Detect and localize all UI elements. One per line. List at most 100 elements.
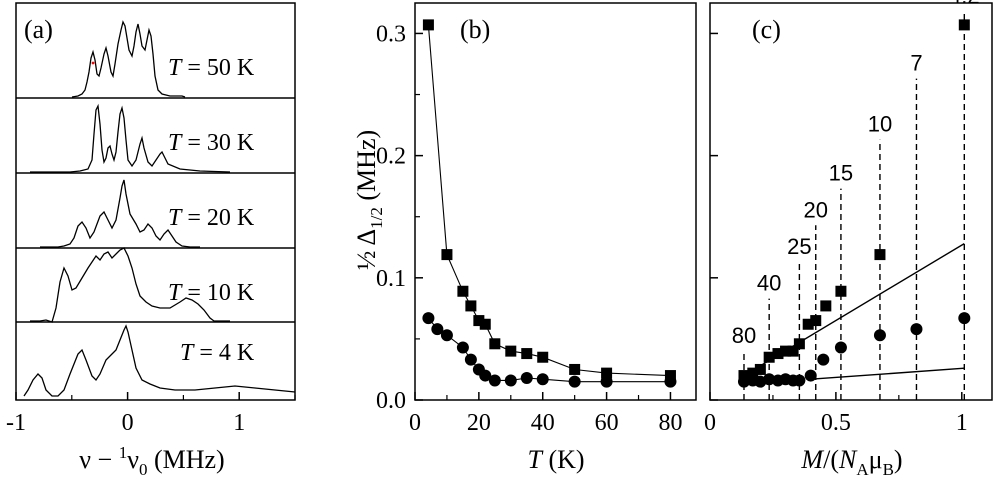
temp-label-30k: T = 30 K bbox=[168, 130, 255, 156]
panel-b-point-circles bbox=[520, 372, 533, 385]
panel-a-x-tick-label: -1 bbox=[6, 410, 26, 436]
panel-c-x-axis-title: M/(NAμB) bbox=[800, 445, 902, 479]
panel-c-point-squares bbox=[802, 318, 814, 330]
panel-b-point-circles bbox=[568, 375, 581, 388]
panel-b-point-circles bbox=[664, 375, 677, 388]
panel-c-point-squares bbox=[958, 19, 970, 31]
panel-c-point-circles bbox=[804, 369, 817, 382]
panel-c-temperature-label: 15 bbox=[829, 161, 853, 186]
panel-c-point-squares bbox=[754, 363, 766, 375]
panel-a-x-axis-title: ν − 1ν0 (MHz) bbox=[79, 443, 224, 479]
panel-b-point-squares bbox=[537, 351, 549, 363]
panel-c-point-squares bbox=[835, 285, 847, 297]
panel-b-point-circles bbox=[431, 323, 444, 336]
panel-b-point-squares bbox=[569, 363, 581, 375]
panel-c-point-circles bbox=[763, 373, 776, 386]
panel-c-temperature-label: 40 bbox=[757, 271, 781, 296]
panel-b-point-circles bbox=[479, 369, 492, 382]
panel-c-tag: (c) bbox=[752, 15, 781, 44]
panel-c-point-circles bbox=[873, 329, 886, 342]
panel-b-y-tick-label: 0.1 bbox=[376, 266, 406, 292]
panel-b-point-squares bbox=[479, 318, 491, 330]
panel-b-series-lines bbox=[427, 24, 671, 383]
panel-c-point-circles bbox=[834, 341, 847, 354]
panel-b-x-tick-label: 0 bbox=[409, 410, 421, 436]
panel-c-temperature-label: 7 bbox=[910, 51, 922, 76]
panel-c: (c) 00.51 80402520151074.2 M/(NAμB) bbox=[704, 0, 993, 479]
panel-b-point-squares bbox=[664, 370, 676, 382]
panel-b-x-tick-label: 40 bbox=[531, 410, 555, 436]
panel-c-point-squares bbox=[820, 300, 832, 312]
panel-b-y-axis-title: ½ Δ1/2 (MHz) bbox=[352, 130, 386, 270]
panel-a: (a) T = 50 K T = 30 K T = 20 K T = 10 K … bbox=[6, 2, 296, 479]
panel-b-point-squares bbox=[473, 315, 485, 327]
panel-c-point-circles bbox=[910, 323, 923, 336]
panel-c-point-squares bbox=[793, 338, 805, 350]
panel-c-axes: 0 0.5 1 bbox=[704, 32, 968, 436]
panel-a-x-axis: -1 0 1 bbox=[6, 392, 296, 436]
panel-b-line-squares bbox=[427, 24, 671, 377]
temp-label-50k: T = 50 K bbox=[168, 55, 255, 81]
panel-a-tag: (a) bbox=[24, 15, 53, 44]
panel-b-point-circles bbox=[456, 341, 469, 354]
panel-c-lower-fit bbox=[810, 367, 965, 380]
spectrum-20k bbox=[40, 179, 200, 248]
panel-c-point-squares bbox=[874, 249, 886, 261]
panel-b-point-circles bbox=[504, 374, 517, 387]
panel-b-x-tick-label: 20 bbox=[467, 410, 491, 436]
panel-b-tag: (b) bbox=[460, 15, 490, 44]
panel-c-frame bbox=[709, 2, 993, 401]
stray-red-dot bbox=[91, 61, 95, 65]
panel-c-point-squares bbox=[738, 370, 750, 382]
panel-c-point-squares bbox=[780, 345, 792, 357]
panel-b-data-marks bbox=[422, 19, 677, 388]
temp-label-20k: T = 20 K bbox=[168, 205, 255, 231]
panel-c-point-squares bbox=[772, 348, 784, 360]
panel-c-point-circles bbox=[737, 375, 750, 388]
panel-b-point-squares bbox=[422, 19, 434, 31]
spectrum-10k bbox=[30, 247, 230, 323]
panel-b-point-squares bbox=[441, 249, 453, 261]
panel-b-x-tick-label: 80 bbox=[658, 410, 682, 436]
panel-c-x-tick-label: 0 bbox=[704, 410, 716, 436]
temp-label-10k: T = 10 K bbox=[168, 280, 255, 306]
panel-c-temperature-label: 20 bbox=[804, 197, 828, 222]
panel-b-point-circles bbox=[440, 329, 453, 342]
panel-b-point-circles bbox=[600, 375, 613, 388]
panel-c-point-squares bbox=[810, 315, 822, 327]
panel-b-frame bbox=[414, 2, 697, 401]
panel-b-point-squares bbox=[521, 348, 533, 360]
panel-b-point-squares bbox=[489, 338, 501, 350]
panel-c-temperature-label: 10 bbox=[868, 112, 892, 137]
panel-c-point-circles bbox=[817, 353, 830, 366]
panel-b: (b) 0 20 40 60 80 0.0 0.1 0.2 0.3 ½ Δ1/2 (MHz) T… bbox=[352, 2, 697, 474]
panel-a-x-tick-label: 0 bbox=[122, 410, 134, 436]
panel-b-point-squares bbox=[457, 285, 469, 297]
panel-a-x-tick-label: 1 bbox=[233, 410, 245, 436]
panel-b-point-squares bbox=[601, 367, 613, 379]
panel-c-temperature-label: 25 bbox=[787, 234, 811, 259]
panel-b-point-circles bbox=[488, 374, 501, 387]
temp-label-4k: T = 4 K bbox=[180, 340, 255, 366]
panel-c-temperature-label: 4.2 bbox=[949, 0, 980, 8]
panel-b-point-squares bbox=[465, 300, 477, 312]
panel-c-point-circles bbox=[793, 374, 806, 387]
panel-a-frame bbox=[15, 2, 296, 401]
spectrum-30k bbox=[30, 103, 231, 173]
panel-c-x-tick-label: 1 bbox=[956, 410, 968, 436]
panel-c-point-circles bbox=[958, 312, 971, 325]
panel-b-y-tick-label: 0.0 bbox=[376, 388, 406, 414]
panel-c-data-marks bbox=[737, 19, 971, 388]
panel-c-x-tick-label: 0.5 bbox=[821, 410, 851, 436]
panel-b-point-circles bbox=[422, 312, 435, 325]
panel-b-y-tick-label: 0.3 bbox=[376, 21, 406, 47]
panel-b-point-squares bbox=[505, 345, 517, 357]
spectrum-50k bbox=[71, 20, 186, 98]
panel-b-y-tick-label: 0.2 bbox=[376, 144, 406, 170]
panel-c-point-squares bbox=[747, 367, 759, 379]
panel-c-point-squares bbox=[763, 351, 775, 363]
panel-b-point-circles bbox=[464, 353, 477, 366]
panel-c-temperature-label: 80 bbox=[732, 323, 756, 348]
